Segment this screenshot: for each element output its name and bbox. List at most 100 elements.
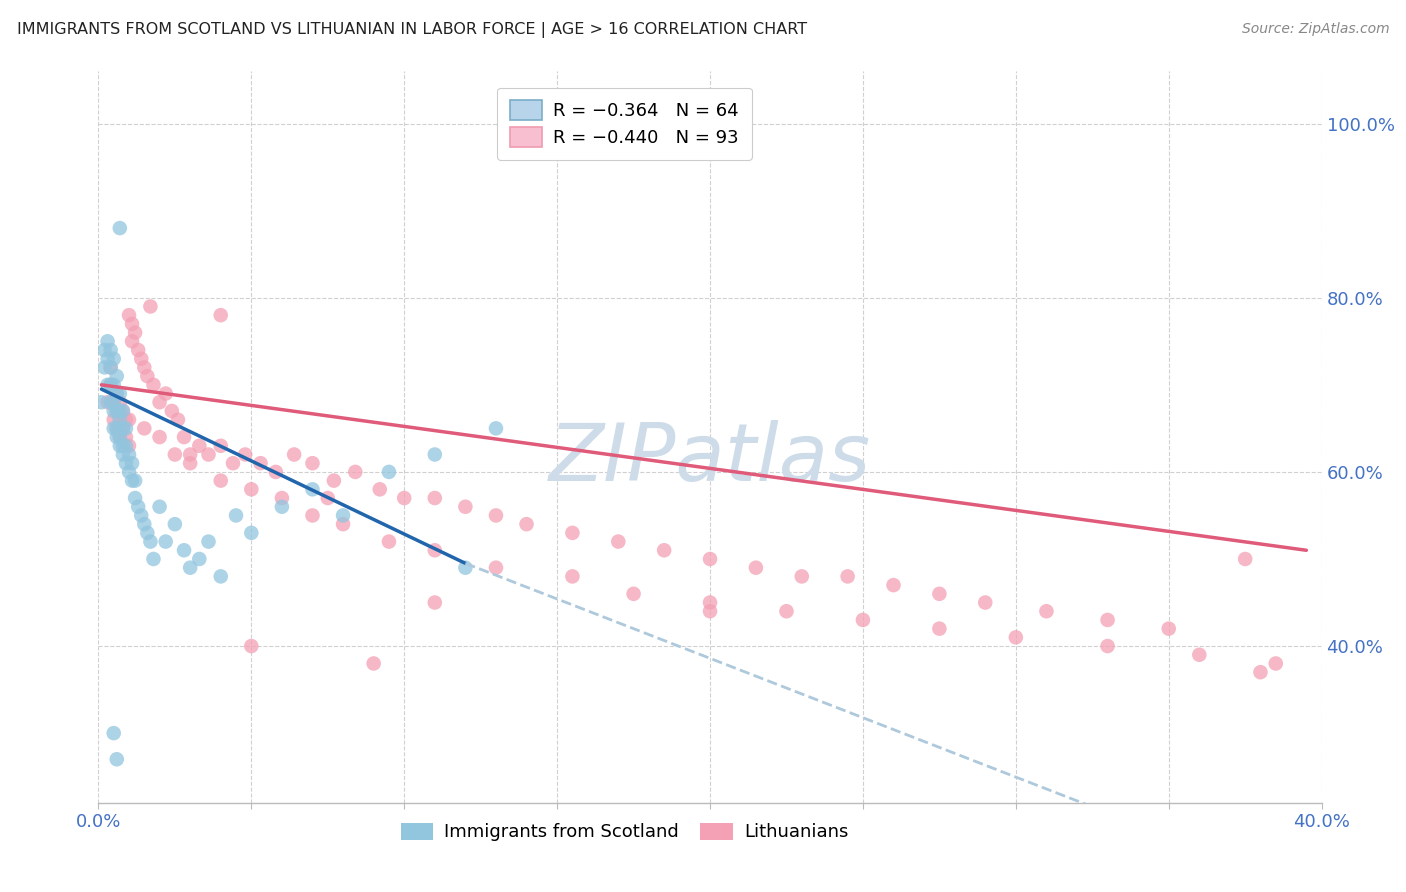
Point <box>103 377 125 392</box>
Point <box>790 569 813 583</box>
Point <box>105 386 128 401</box>
Point <box>561 525 583 540</box>
Point <box>561 569 583 583</box>
Point <box>124 491 146 505</box>
Point <box>118 412 141 426</box>
Point <box>209 308 232 322</box>
Point <box>209 569 232 583</box>
Point <box>240 483 263 497</box>
Point <box>368 483 391 497</box>
Point <box>344 465 367 479</box>
Point <box>225 508 247 523</box>
Point <box>322 474 344 488</box>
Point <box>105 404 128 418</box>
Point <box>105 386 128 401</box>
Point <box>103 404 125 418</box>
Point <box>103 412 125 426</box>
Point <box>1004 631 1026 645</box>
Point <box>127 500 149 514</box>
Point <box>100 377 122 392</box>
Point <box>607 534 630 549</box>
Text: IMMIGRANTS FROM SCOTLAND VS LITHUANIAN IN LABOR FORCE | AGE > 16 CORRELATION CHA: IMMIGRANTS FROM SCOTLAND VS LITHUANIAN I… <box>17 22 807 38</box>
Point <box>93 343 115 357</box>
Point <box>163 448 186 462</box>
Point <box>115 421 138 435</box>
Point <box>142 377 165 392</box>
Point <box>139 534 162 549</box>
Point <box>209 439 232 453</box>
Point <box>115 456 138 470</box>
Point <box>454 560 477 574</box>
Point <box>270 491 292 505</box>
Point <box>108 412 131 426</box>
Point <box>93 360 115 375</box>
Point <box>118 439 141 453</box>
Point <box>155 534 177 549</box>
Point <box>1097 613 1119 627</box>
Point <box>775 604 797 618</box>
Point <box>115 439 138 453</box>
Point <box>363 657 385 671</box>
Point <box>105 404 128 418</box>
Point <box>124 474 146 488</box>
Point <box>699 604 721 618</box>
Point <box>378 534 401 549</box>
Point <box>127 343 149 357</box>
Point <box>97 377 120 392</box>
Legend: Immigrants from Scotland, Lithuanians: Immigrants from Scotland, Lithuanians <box>394 815 855 848</box>
Point <box>301 483 323 497</box>
Point <box>197 448 219 462</box>
Point <box>103 726 125 740</box>
Point <box>100 343 122 357</box>
Point <box>332 517 354 532</box>
Point <box>974 595 997 609</box>
Point <box>316 491 339 505</box>
Point <box>485 421 508 435</box>
Point <box>111 439 134 453</box>
Point <box>90 395 112 409</box>
Point <box>100 377 122 392</box>
Point <box>103 421 125 435</box>
Point <box>97 351 120 366</box>
Text: Source: ZipAtlas.com: Source: ZipAtlas.com <box>1241 22 1389 37</box>
Point <box>179 456 201 470</box>
Point <box>188 439 211 453</box>
Point <box>111 421 134 435</box>
Point <box>134 517 156 532</box>
Point <box>100 395 122 409</box>
Point <box>97 395 120 409</box>
Point <box>699 552 721 566</box>
Point <box>1188 648 1211 662</box>
Point <box>103 395 125 409</box>
Point <box>115 430 138 444</box>
Point <box>121 317 143 331</box>
Point <box>100 360 122 375</box>
Point <box>197 534 219 549</box>
Point <box>1234 552 1257 566</box>
Point <box>928 622 950 636</box>
Point <box>264 465 287 479</box>
Point <box>240 639 263 653</box>
Point <box>188 552 211 566</box>
Point <box>97 334 120 349</box>
Text: ZIPatlas: ZIPatlas <box>548 420 872 498</box>
Point <box>222 456 245 470</box>
Point <box>118 465 141 479</box>
Point <box>149 395 172 409</box>
Point <box>134 360 156 375</box>
Point <box>173 543 195 558</box>
Point <box>852 613 875 627</box>
Point <box>423 448 446 462</box>
Point <box>301 508 323 523</box>
Point <box>103 395 125 409</box>
Point <box>121 456 143 470</box>
Point <box>108 439 131 453</box>
Point <box>108 386 131 401</box>
Point <box>699 595 721 609</box>
Point <box>108 221 131 235</box>
Point <box>179 560 201 574</box>
Point <box>121 334 143 349</box>
Point <box>105 421 128 435</box>
Point <box>516 517 538 532</box>
Point <box>378 465 401 479</box>
